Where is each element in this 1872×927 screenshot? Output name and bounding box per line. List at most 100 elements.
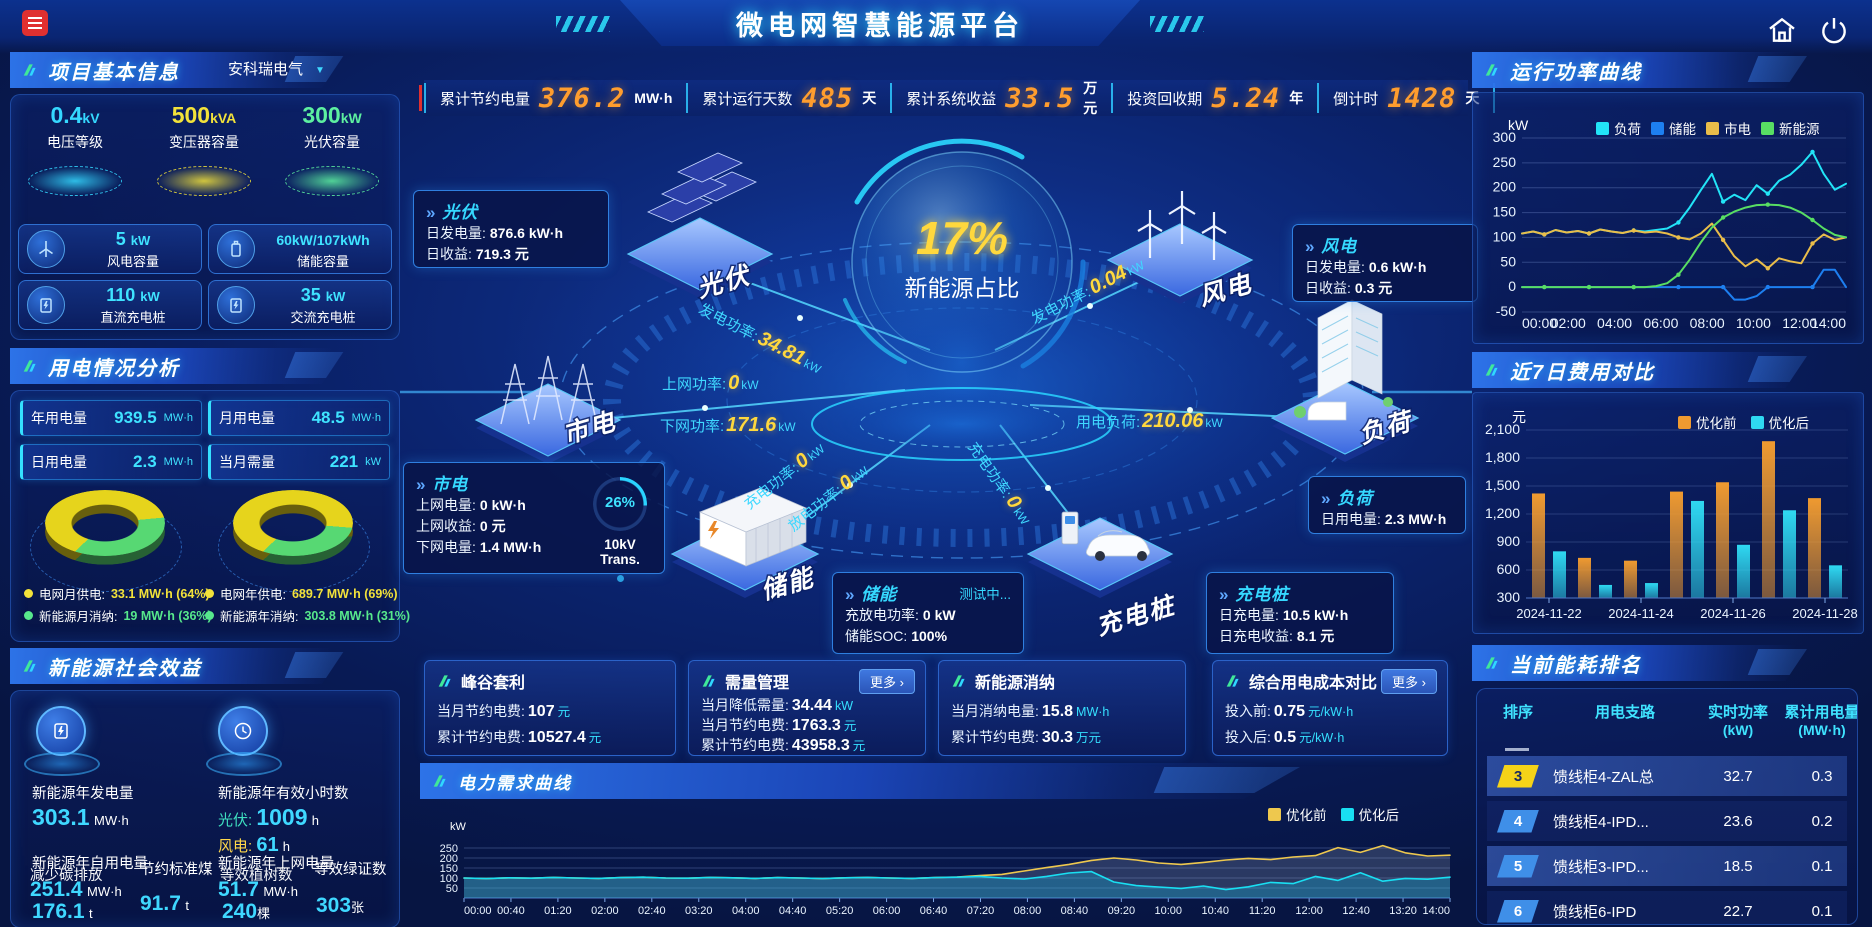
wind-node: 风电 [1106, 191, 1257, 313]
flow-load-power: 用电负荷: 210.06 kW [1076, 410, 1223, 432]
table-row[interactable]: 5 馈线柜3-IPD... 18.5 0.1 [1487, 846, 1847, 886]
svg-text:09:20: 09:20 [1108, 905, 1136, 917]
ranking-table-header: 排序 用电支路 实时功率 (kW) 累计用电量 (MW·h) [1502, 704, 1858, 738]
ac-charger-icon [217, 286, 255, 324]
pedestal-deco [206, 752, 282, 776]
legend-after-opt[interactable]: 优化后 [1750, 412, 1809, 432]
title-deco-right [1150, 16, 1204, 32]
table-row[interactable]: 6 馈线柜6-IPD 22.7 0.1 [1487, 891, 1847, 924]
table-row[interactable]: 4 馈线柜4-IPD... 23.6 0.2 [1487, 801, 1847, 841]
svg-text:1,800: 1,800 [1485, 449, 1520, 465]
svg-text:12:00: 12:00 [1295, 905, 1323, 917]
kpi-total-revenue: 累计系统收益 33.5 万元 [890, 80, 1111, 116]
charger-info-box: 充电桩 日充电量:10.5 kW·h 日充电收益:8.1 元 [1206, 572, 1394, 654]
svg-text:10:00: 10:00 [1155, 905, 1183, 917]
sort-indicator [1505, 748, 1529, 751]
pv-hours: 光伏: 1009 h [218, 804, 319, 830]
co2-label: 减少碳排放 [30, 868, 103, 884]
svg-text:00:00: 00:00 [464, 905, 492, 917]
svg-text:150: 150 [1493, 204, 1517, 220]
svg-text:10:40: 10:40 [1201, 905, 1229, 917]
panel-corner-icon [1485, 657, 1498, 669]
pedestal-glow [285, 166, 379, 196]
cost-chart-legend: 优化前 优化后 [1678, 412, 1809, 432]
svg-text:00:40: 00:40 [497, 905, 525, 917]
hours-clock-icon [218, 706, 268, 756]
kpi-saved-energy: 累计节约电量 376.2 MW·h [424, 83, 686, 114]
demand-more-button[interactable]: 更多 › [859, 669, 915, 694]
beam-dots [702, 303, 1193, 491]
svg-text:05:20: 05:20 [826, 905, 854, 917]
storage-info-box: 储能 测试中... 充放电功率:0 kW 储能SOC:100% [832, 572, 1024, 654]
svg-text:14:00: 14:00 [1811, 315, 1846, 331]
title-deco-left [556, 16, 610, 32]
rank-badge: 5 [1497, 854, 1539, 878]
project-panel-header: 项目基本信息 [10, 52, 346, 88]
svg-text:250: 250 [1493, 154, 1517, 170]
svg-text:2,100: 2,100 [1485, 421, 1520, 437]
svg-text:12:40: 12:40 [1342, 905, 1370, 917]
svg-text:13:20: 13:20 [1389, 905, 1417, 917]
legend-before-opt[interactable]: 优化前 [1268, 804, 1327, 824]
svg-text:06:40: 06:40 [920, 905, 948, 917]
pedestal-glow [157, 166, 251, 196]
card-corner-icon [702, 675, 715, 687]
legend-load[interactable]: 负荷 [1596, 118, 1641, 138]
legend-year-grid: 电网年供电: 689.7 MW·h (69%) [205, 584, 398, 603]
ranking-header: 当前能耗排名 [1472, 645, 1810, 681]
svg-text:02:00: 02:00 [1551, 315, 1586, 331]
svg-text:2024-11-26: 2024-11-26 [1700, 606, 1766, 621]
grid-node: 市电 [474, 355, 622, 464]
kpi-countdown: 倒计时1428天 [1317, 83, 1496, 114]
card-storage-capacity: 60kW/107kWh 储能容量 [208, 224, 392, 274]
legend-grid[interactable]: 市电 [1706, 118, 1751, 138]
svg-text:0: 0 [1508, 278, 1516, 294]
svg-text:2024-11-22: 2024-11-22 [1516, 606, 1582, 621]
renewable-share-pct: 17% [916, 212, 1008, 264]
svg-text:03:20: 03:20 [685, 905, 713, 917]
card-wind-capacity: 5 kW 风电容量 [18, 224, 202, 274]
company-select[interactable]: 安科瑞电气 [228, 58, 325, 79]
trees-label: 等效植树数 [220, 868, 293, 884]
hours-label: 新能源年有效小时数 [218, 786, 349, 802]
inner-dashed-ring [726, 307, 1198, 493]
svg-text:11:20: 11:20 [1249, 905, 1276, 917]
table-row[interactable]: 3 馈线柜4-ZAL总 32.7 0.3 [1487, 756, 1847, 796]
cost-compare-header: 近7日费用对比 [1472, 352, 1810, 388]
svg-text:kW: kW [450, 821, 467, 833]
svg-text:2024-11-24: 2024-11-24 [1608, 606, 1674, 621]
wind-hours: 风电: 61 h [218, 834, 290, 856]
legend-after-opt[interactable]: 优化后 [1340, 804, 1399, 824]
legend-month-renewable: 新能源月消纳: 19 MW·h (36%) [24, 606, 212, 625]
kpi-running-days: 累计运行天数 485 天 [686, 83, 890, 114]
svg-text:300: 300 [1497, 589, 1521, 605]
home-icon[interactable] [1766, 14, 1798, 46]
dc-charger-icon [27, 286, 65, 324]
legend-storage[interactable]: 储能 [1651, 118, 1696, 138]
panel-corner-icon [1485, 364, 1498, 376]
svg-text:04:00: 04:00 [732, 905, 760, 917]
panel-corner-icon [23, 360, 36, 372]
spotlight-transformer: 500kVA 变压器容量 [144, 102, 264, 196]
svg-text:kW: kW [1508, 117, 1529, 133]
svg-text:1,500: 1,500 [1485, 477, 1520, 493]
app-logo [22, 10, 48, 36]
svg-text:01:20: 01:20 [544, 905, 572, 917]
svg-text:06:00: 06:00 [1643, 315, 1678, 331]
cost-more-button[interactable]: 更多 › [1381, 669, 1437, 694]
svg-text:100: 100 [440, 873, 458, 885]
legend-before-opt[interactable]: 优化前 [1678, 412, 1737, 432]
grid-info-box: 市电 上网电量:0 kW·h 上网收益:0 元 下网电量:1.4 MW·h 26… [403, 462, 665, 582]
pedestal-deco [24, 752, 100, 776]
center-sphere [851, 151, 1073, 373]
renewable-share-label: 新能源占比 [905, 275, 1020, 301]
svg-text:12:00: 12:00 [1782, 315, 1817, 331]
power-icon[interactable] [1818, 14, 1850, 46]
transformer-load-ring: 26% 10kV Trans. [590, 477, 650, 582]
wind-turbine-icon [27, 230, 65, 268]
legend-renewable[interactable]: 新能源 [1761, 118, 1820, 138]
card-dc-charger: 110 kW 直流充电桩 [18, 280, 202, 330]
